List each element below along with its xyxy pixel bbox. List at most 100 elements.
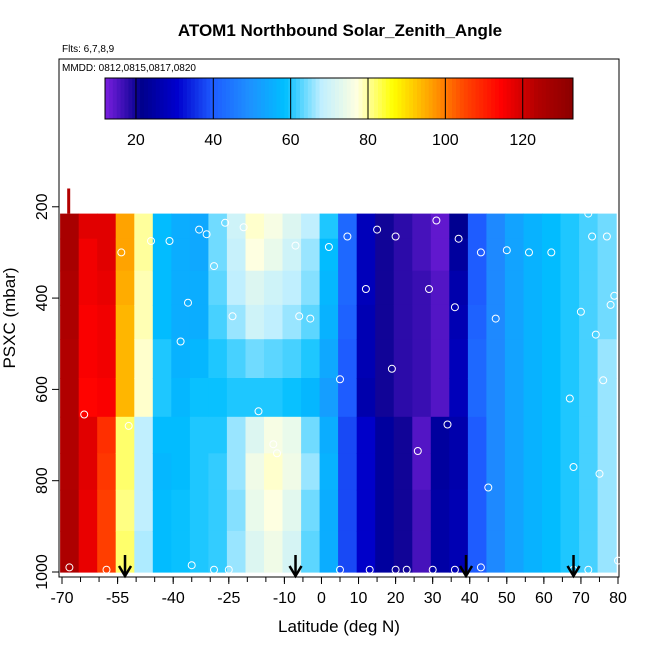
heatmap-cell — [171, 378, 191, 418]
heatmap-cell — [356, 416, 376, 454]
observation-point — [124, 421, 133, 430]
observation-point — [195, 225, 204, 234]
heatmap-cell — [189, 489, 209, 532]
heatmap-cell — [67, 188, 71, 214]
heatmap-cell — [171, 489, 191, 532]
heatmap-cell — [97, 378, 117, 418]
heatmap-cell — [171, 270, 191, 306]
heatmap-cell — [579, 304, 599, 340]
colorbar-segment — [444, 78, 449, 119]
heatmap-cell — [597, 530, 617, 573]
heatmap-cell — [319, 304, 339, 340]
colorbar-segment — [163, 78, 168, 119]
observation-point — [187, 561, 196, 570]
heatmap-cell — [226, 530, 246, 573]
heatmap-cell — [226, 270, 246, 306]
heatmap-cell — [356, 270, 376, 306]
heatmap-cell — [597, 416, 617, 454]
observation-point — [602, 232, 611, 241]
colorbar-segment — [241, 78, 246, 119]
plot-frame — [58, 58, 620, 578]
heatmap-cell — [338, 339, 358, 379]
heatmap-cell — [134, 530, 154, 573]
heatmap-cell — [301, 453, 321, 491]
colorbar-segment — [183, 78, 188, 119]
heatmap-cell — [171, 530, 191, 573]
heatmap-cell — [97, 453, 117, 491]
heatmap-cell — [226, 238, 246, 272]
heatmap-cell — [301, 378, 321, 418]
heatmap-cell — [504, 453, 524, 491]
colorbar-segment — [186, 78, 192, 119]
colorbar-segment — [413, 78, 418, 119]
y-tick-label: 1000 — [34, 554, 51, 590]
colorbar-segment — [534, 78, 539, 119]
colorbar-segment — [459, 78, 465, 119]
observation-point — [80, 410, 89, 419]
heatmap-cell — [449, 416, 469, 454]
heatmap-cell — [226, 213, 246, 240]
heatmap-cell — [467, 416, 487, 454]
colorbar-segment — [354, 78, 359, 119]
heatmap-cell — [467, 213, 487, 240]
heatmap-cell — [430, 238, 450, 272]
heatmap-cell — [430, 339, 450, 379]
colorbar-segment — [229, 78, 235, 119]
heatmap-cell — [97, 416, 117, 454]
colorbar-segment — [370, 78, 375, 119]
colorbar-segment — [292, 78, 297, 119]
heatmap-cell — [338, 213, 358, 240]
observation-point — [343, 232, 352, 241]
heatmap-cell — [412, 339, 432, 379]
heatmap-cell — [171, 238, 191, 272]
colorbar-segment — [440, 78, 445, 119]
heatmap-cell — [189, 416, 209, 454]
heatmap-cell — [226, 378, 246, 418]
heatmap-cell — [97, 339, 117, 379]
y-tick-label: 600 — [34, 376, 51, 403]
heatmap-cell — [282, 530, 302, 573]
colorbar-segment — [545, 78, 551, 119]
observation-point — [547, 248, 556, 257]
heatmap-cell — [356, 238, 376, 272]
observation-point — [491, 314, 500, 323]
colorbar-segment — [549, 78, 554, 119]
heatmap-cell — [523, 270, 543, 306]
heatmap-cell — [208, 416, 228, 454]
observation-point — [239, 223, 248, 232]
heatmap-cell — [60, 270, 80, 306]
heatmap-cell — [282, 213, 302, 240]
colorbar-segment — [526, 78, 531, 119]
observation-point — [476, 563, 485, 572]
heatmap-cell — [467, 270, 487, 306]
observation-point — [484, 483, 493, 492]
colorbar-segment — [237, 78, 242, 119]
heatmap-cell — [282, 339, 302, 379]
colorbar-segment — [190, 78, 196, 119]
heatmap-cell — [189, 339, 209, 379]
heatmap-cell — [504, 416, 524, 454]
colorbar-tick-label: 20 — [127, 132, 145, 149]
heatmap-cell — [597, 304, 617, 340]
heatmap-cell — [579, 530, 599, 573]
colorbar-tick-label: 40 — [204, 132, 222, 149]
observation-point — [361, 285, 370, 293]
colorbar-segment — [510, 78, 515, 119]
heatmap-cell — [226, 304, 246, 340]
heatmap-cell — [486, 530, 506, 573]
colorbar-segment — [249, 78, 254, 119]
observation-point — [565, 394, 574, 403]
colorbar-frame — [104, 77, 574, 120]
observation-point — [176, 337, 185, 346]
heatmap-cell — [579, 270, 599, 306]
heatmap-cell — [504, 339, 524, 379]
colorbar-tick-label: 60 — [282, 132, 300, 149]
observation-point — [595, 469, 604, 478]
heatmap-cell — [78, 304, 98, 340]
heatmap-cell — [579, 489, 599, 532]
x-axis: -70 -55 -40 -25 -10 0 10 20 30 40 50 60 70 80 — [50, 577, 627, 607]
heatmap-cell — [319, 270, 339, 306]
colorbar-segment — [179, 78, 184, 119]
heatmap-cell — [264, 489, 284, 532]
colorbar-segment — [144, 78, 149, 119]
